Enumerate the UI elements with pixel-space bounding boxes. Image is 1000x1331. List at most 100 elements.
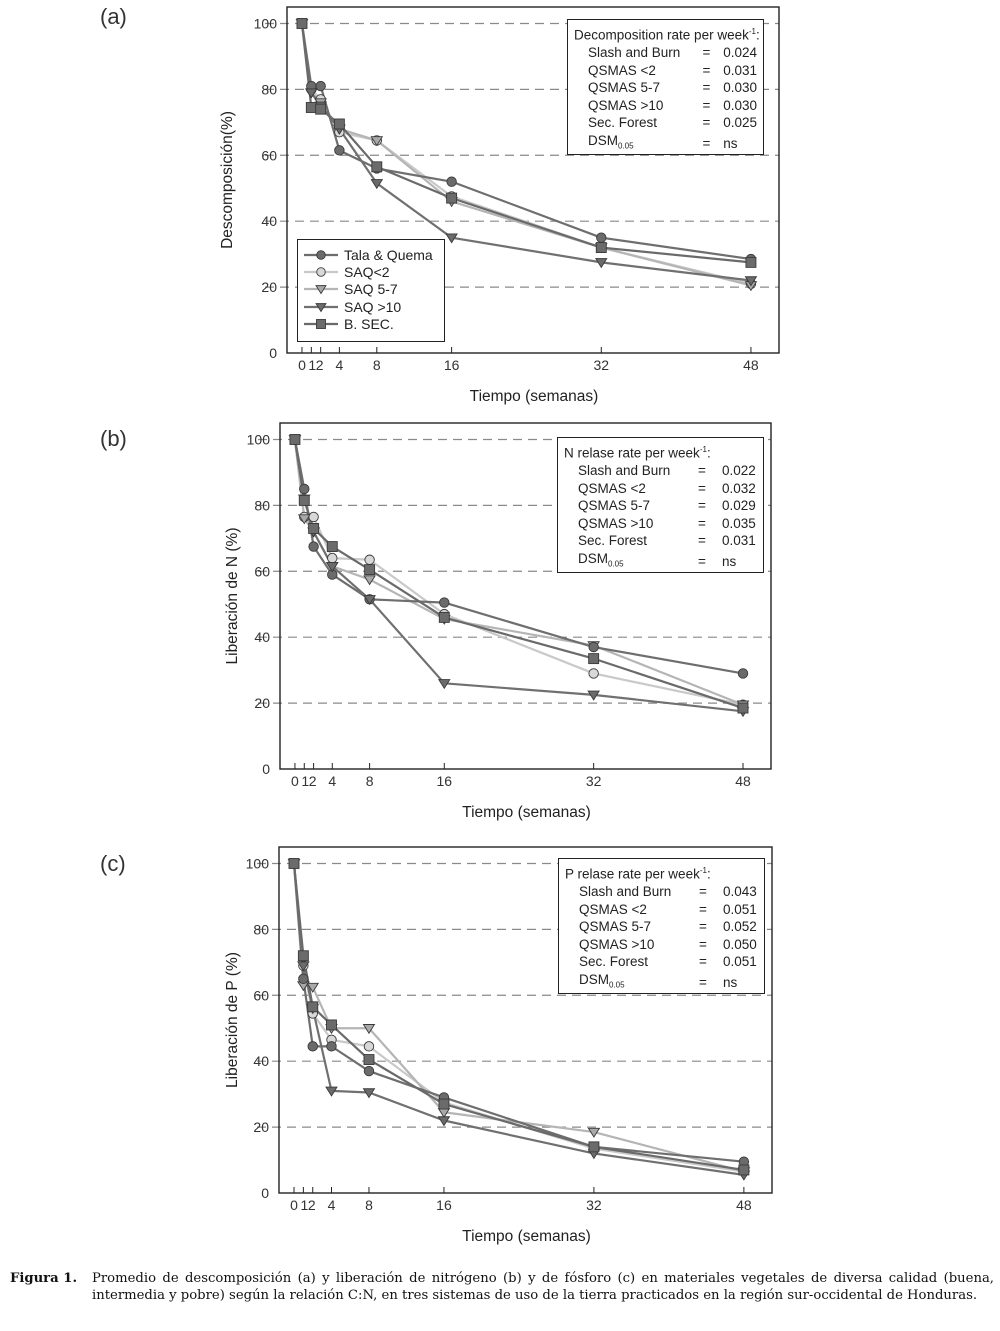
legend-label: SAQ >10: [344, 298, 402, 315]
x-tick-label: 4: [328, 1197, 336, 1213]
y-tick-label: 80: [253, 921, 269, 937]
data-point: [363, 575, 376, 586]
rate-row: QSMAS 5-7 = 0.030: [588, 80, 757, 96]
data-point: [363, 1065, 375, 1077]
data-point: [305, 102, 317, 113]
data-point: [595, 242, 607, 254]
data-point: [437, 679, 451, 690]
rate-row: Sec. Forest = 0.025: [588, 115, 757, 131]
x-tick-label: 2: [316, 357, 324, 373]
rate-row: QSMAS <2 = 0.032: [578, 480, 756, 496]
y-tick-label: 60: [261, 147, 277, 163]
y-axis-label: Liberación de N (%): [224, 528, 241, 665]
plot-frame: [279, 422, 772, 770]
x-tick-label: 4: [335, 357, 343, 373]
rate-row: DSM0.05 = ns: [579, 972, 738, 990]
data-point: [325, 562, 339, 573]
y-tick-label: 60: [254, 563, 270, 579]
data-point: [298, 973, 309, 985]
data-point: [362, 1024, 376, 1035]
x-tick-label: 16: [444, 357, 460, 373]
rate-row: Slash and Burn = 0.022: [578, 463, 756, 479]
panel-label: (b): [100, 426, 127, 451]
data-point: [588, 1141, 600, 1153]
rate-box: Decomposition rate per week-1: Slash and …: [567, 19, 764, 155]
y-tick-label: 80: [254, 497, 270, 513]
data-point: [745, 256, 757, 268]
x-tick-label: 1: [300, 1197, 308, 1213]
rate-row: Slash and Burn = 0.024: [588, 45, 757, 61]
rate-table: Slash and Burn = 0.043 QSMAS <2 = 0.051 QSMAS …: [579, 883, 757, 994]
rate-row: QSMAS 5-7 = 0.052: [579, 919, 757, 935]
x-tick-label: 4: [328, 773, 336, 789]
legend-entry: SAQ >10: [304, 298, 438, 315]
rate-box-title: N relase rate per week-1:: [564, 445, 711, 461]
x-tick-label: 0: [291, 773, 299, 789]
data-point: [326, 541, 338, 553]
y-axis-label: Liberación de P (%): [224, 952, 241, 1088]
data-point: [588, 653, 600, 665]
legend-marker: [316, 249, 326, 260]
data-point: [438, 611, 450, 623]
data-point: [738, 1164, 750, 1176]
data-point: [333, 118, 345, 130]
legend-swatch: [304, 267, 338, 277]
legend-entry: B. SEC.: [304, 316, 438, 333]
x-tick-label: 0: [290, 1197, 298, 1213]
legend-swatch: [304, 319, 338, 330]
rate-box: P relase rate per week-1: Slash and Burn =…: [558, 858, 765, 994]
panel-label: (c): [100, 851, 126, 876]
rate-row: DSM0.05 = ns: [588, 133, 738, 151]
y-axis-label: Descomposición(%): [219, 111, 236, 249]
data-point: [364, 554, 375, 565]
series-points: [296, 18, 757, 268]
x-tick-label: 0: [298, 357, 306, 373]
data-point: [446, 192, 458, 204]
data-point: [297, 514, 311, 525]
rate-table: Slash and Burn = 0.022 QSMAS <2 = 0.032 QSMAS …: [578, 462, 756, 573]
data-point: [594, 258, 608, 269]
data-point: [437, 1116, 451, 1127]
x-tick-label: 48: [736, 1197, 752, 1213]
data-point: [587, 1127, 601, 1138]
panel-label: (a): [100, 4, 127, 29]
data-point: [305, 88, 318, 99]
data-point: [737, 668, 749, 679]
data-point: [308, 541, 319, 552]
data-point: [588, 668, 599, 679]
x-axis-label: Tiempo (semanas): [470, 388, 599, 405]
y-tick-label: 20: [261, 279, 277, 295]
y-tick-label: 40: [261, 213, 277, 229]
data-point: [737, 702, 749, 714]
data-point: [438, 1098, 450, 1110]
data-point: [306, 982, 320, 993]
legend-label: Tala & Quema: [344, 246, 433, 263]
data-point: [445, 233, 458, 244]
y-tick-label: 40: [253, 1053, 269, 1069]
y-tick-label: 40: [254, 629, 270, 645]
data-point: [371, 161, 383, 173]
caption-label: Figura 1.: [10, 1271, 78, 1286]
data-point: [596, 232, 607, 243]
data-point: [363, 1054, 375, 1065]
rate-box-title: P relase rate per week-1:: [565, 866, 711, 882]
rate-row: QSMAS >10 = 0.050: [579, 936, 757, 952]
data-point: [334, 145, 345, 156]
legend: Tala & Quema SAQ<2 SAQ 5-7 SAQ >10 B. SEC.: [297, 239, 445, 342]
plot-frame: [278, 846, 773, 1194]
y-tick-label: 20: [254, 695, 270, 711]
legend-entry: SAQ 5-7: [304, 281, 438, 298]
y-tick-label: 0: [269, 345, 277, 361]
x-tick-label: 8: [366, 773, 374, 789]
data-point: [439, 597, 450, 608]
plot-frame: [286, 6, 780, 354]
legend-label: SAQ 5-7: [344, 281, 398, 298]
legend-swatch: [304, 249, 338, 260]
y-tick-label: 80: [261, 81, 277, 97]
series-line: [292, 863, 745, 1176]
y-tick-label: 0: [261, 1185, 269, 1201]
data-point: [326, 1019, 337, 1031]
data-point: [297, 950, 309, 962]
rate-row: DSM0.05 = ns: [578, 551, 737, 569]
